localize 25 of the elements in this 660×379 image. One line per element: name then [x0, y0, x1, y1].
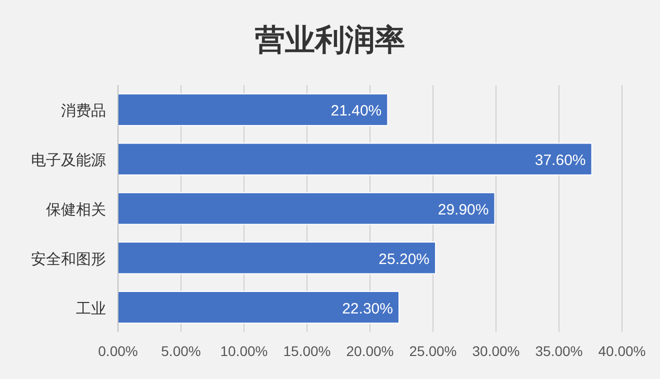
x-tick-label: 10.00%: [220, 343, 268, 359]
data-label: 21.40%: [330, 102, 382, 120]
y-tick-label: 工业: [76, 300, 106, 318]
bar: [118, 142, 592, 176]
data-label: 25.20%: [378, 250, 430, 268]
y-tick-label: 电子及能源: [31, 152, 106, 170]
y-tick-label: 安全和图形: [31, 250, 106, 268]
y-tick-label: 保健相关: [46, 202, 106, 218]
x-tick-label: 15.00%: [283, 343, 331, 359]
data-label: 22.30%: [342, 300, 393, 318]
y-tick-label: 消费品: [61, 102, 106, 120]
data-label: 37.60%: [534, 152, 586, 170]
bar: [118, 290, 400, 324]
bar: [118, 93, 388, 126]
x-tick-label: 35.00%: [535, 343, 583, 359]
bar: [118, 242, 436, 274]
x-tick-label: 40.00%: [598, 343, 646, 359]
chart-title: 营业利润率: [255, 23, 405, 57]
x-tick-label: 5.00%: [161, 343, 201, 359]
x-tick-label: 25.00%: [409, 343, 457, 359]
bar: [118, 192, 496, 225]
x-tick-label: 20.00%: [346, 343, 394, 359]
x-tick-label: 0.00%: [98, 343, 138, 359]
data-label: 29.90%: [438, 202, 489, 218]
x-tick-label: 30.00%: [472, 343, 520, 359]
